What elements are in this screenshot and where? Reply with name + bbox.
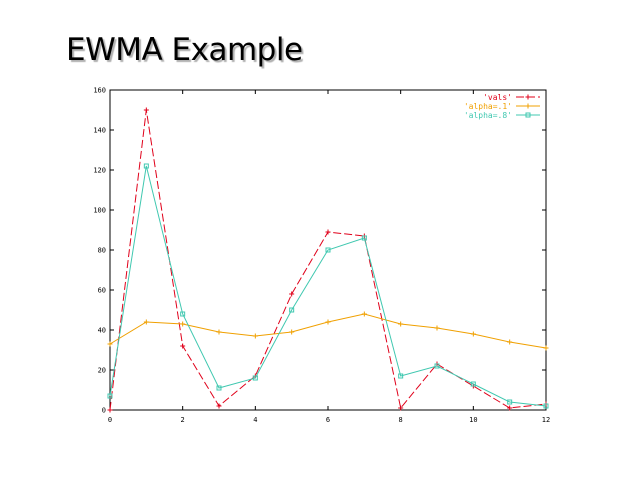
x-tick-label: 4 [253,416,257,424]
data-point [289,329,295,335]
series-line-3 [109,165,547,407]
data-point [180,321,186,327]
data-point [543,345,549,351]
data-point [507,339,513,345]
y-tick-label: 0 [102,407,106,415]
data-point [143,107,149,113]
data-point [216,385,222,391]
y-tick-label: 120 [93,167,106,175]
data-point [398,405,404,411]
data-point [361,235,367,241]
data-point [180,343,186,349]
series-lines [107,107,549,413]
legend-label: 'alpha=.1' [464,102,512,111]
x-tick-label: 6 [326,416,330,424]
series-2 [107,311,549,351]
x-tick-label: 2 [181,416,185,424]
data-point [252,375,258,381]
data-point [470,381,476,387]
data-point [143,319,149,325]
series-1 [107,107,549,413]
y-tick-label: 100 [93,207,106,215]
data-point [470,331,476,337]
x-tick-label: 10 [469,416,477,424]
data-point [252,333,258,339]
data-point [325,229,331,235]
legend: 'vals''alpha=.1''alpha=.8' [464,93,540,120]
axis-ticks: 0 20 40 60 80 100 120 140 160 0 2 4 6 8 10 12 [93,87,550,425]
data-point [143,163,149,169]
data-point [289,291,295,297]
data-point [543,403,549,409]
data-point [180,311,186,317]
series-3 [107,163,549,409]
series-line-2 [109,313,547,349]
data-point [434,325,440,331]
x-tick-label: 8 [399,416,403,424]
x-tick-label: 0 [108,416,112,424]
y-tick-label: 60 [98,287,106,295]
data-point [289,307,295,313]
y-tick-label: 160 [93,87,106,95]
data-point [361,311,367,317]
y-tick-label: 40 [98,327,106,335]
y-tick-label: 140 [93,127,106,135]
data-point [107,393,113,399]
legend-label: 'alpha=.8' [464,111,512,120]
data-point [216,403,222,409]
data-point [398,321,404,327]
data-point [325,247,331,253]
data-point [507,399,513,405]
legend-marker [525,103,531,109]
data-point [507,405,513,411]
legend-marker [525,94,531,100]
legend-label: 'vals' [483,93,512,102]
y-tick-label: 20 [98,367,106,375]
y-tick-label: 80 [98,247,106,255]
series-line-1 [109,109,547,411]
legend-marker [525,112,531,118]
data-point [107,407,113,413]
data-point [216,329,222,335]
data-point [398,373,404,379]
page-title: EWMA Example [66,32,303,68]
x-tick-label: 12 [542,416,550,424]
data-point [325,319,331,325]
data-point [434,363,440,369]
data-point [107,341,113,347]
